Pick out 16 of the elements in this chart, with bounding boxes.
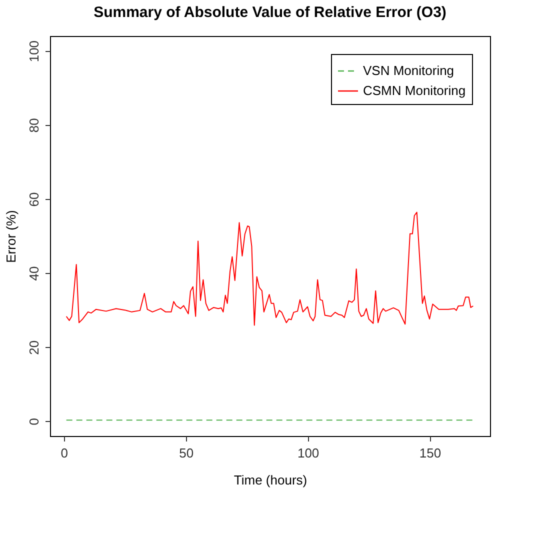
line-series (66, 212, 474, 326)
chart-title: Summary of Absolute Value of Relative Error (O3) (94, 4, 446, 21)
x-tick-label: 100 (297, 446, 320, 460)
y-tick-label: 60 (26, 192, 42, 207)
x-tick-label: 0 (60, 446, 68, 460)
y-tick-label: 40 (26, 266, 42, 281)
y-tick-label: 0 (26, 418, 42, 426)
legend-label: CSMN Monitoring (363, 83, 466, 98)
y-tick-label: 80 (26, 118, 42, 133)
y-tick-label: 100 (26, 40, 42, 62)
x-tick-label: 150 (419, 446, 442, 460)
x-tick-label: 50 (179, 446, 194, 460)
y-axis-title: Error (%) (4, 210, 18, 263)
y-tick-label: 20 (26, 340, 42, 355)
x-axis-title: Time (hours) (234, 472, 308, 488)
legend-label: VSN Monitoring (363, 63, 454, 78)
